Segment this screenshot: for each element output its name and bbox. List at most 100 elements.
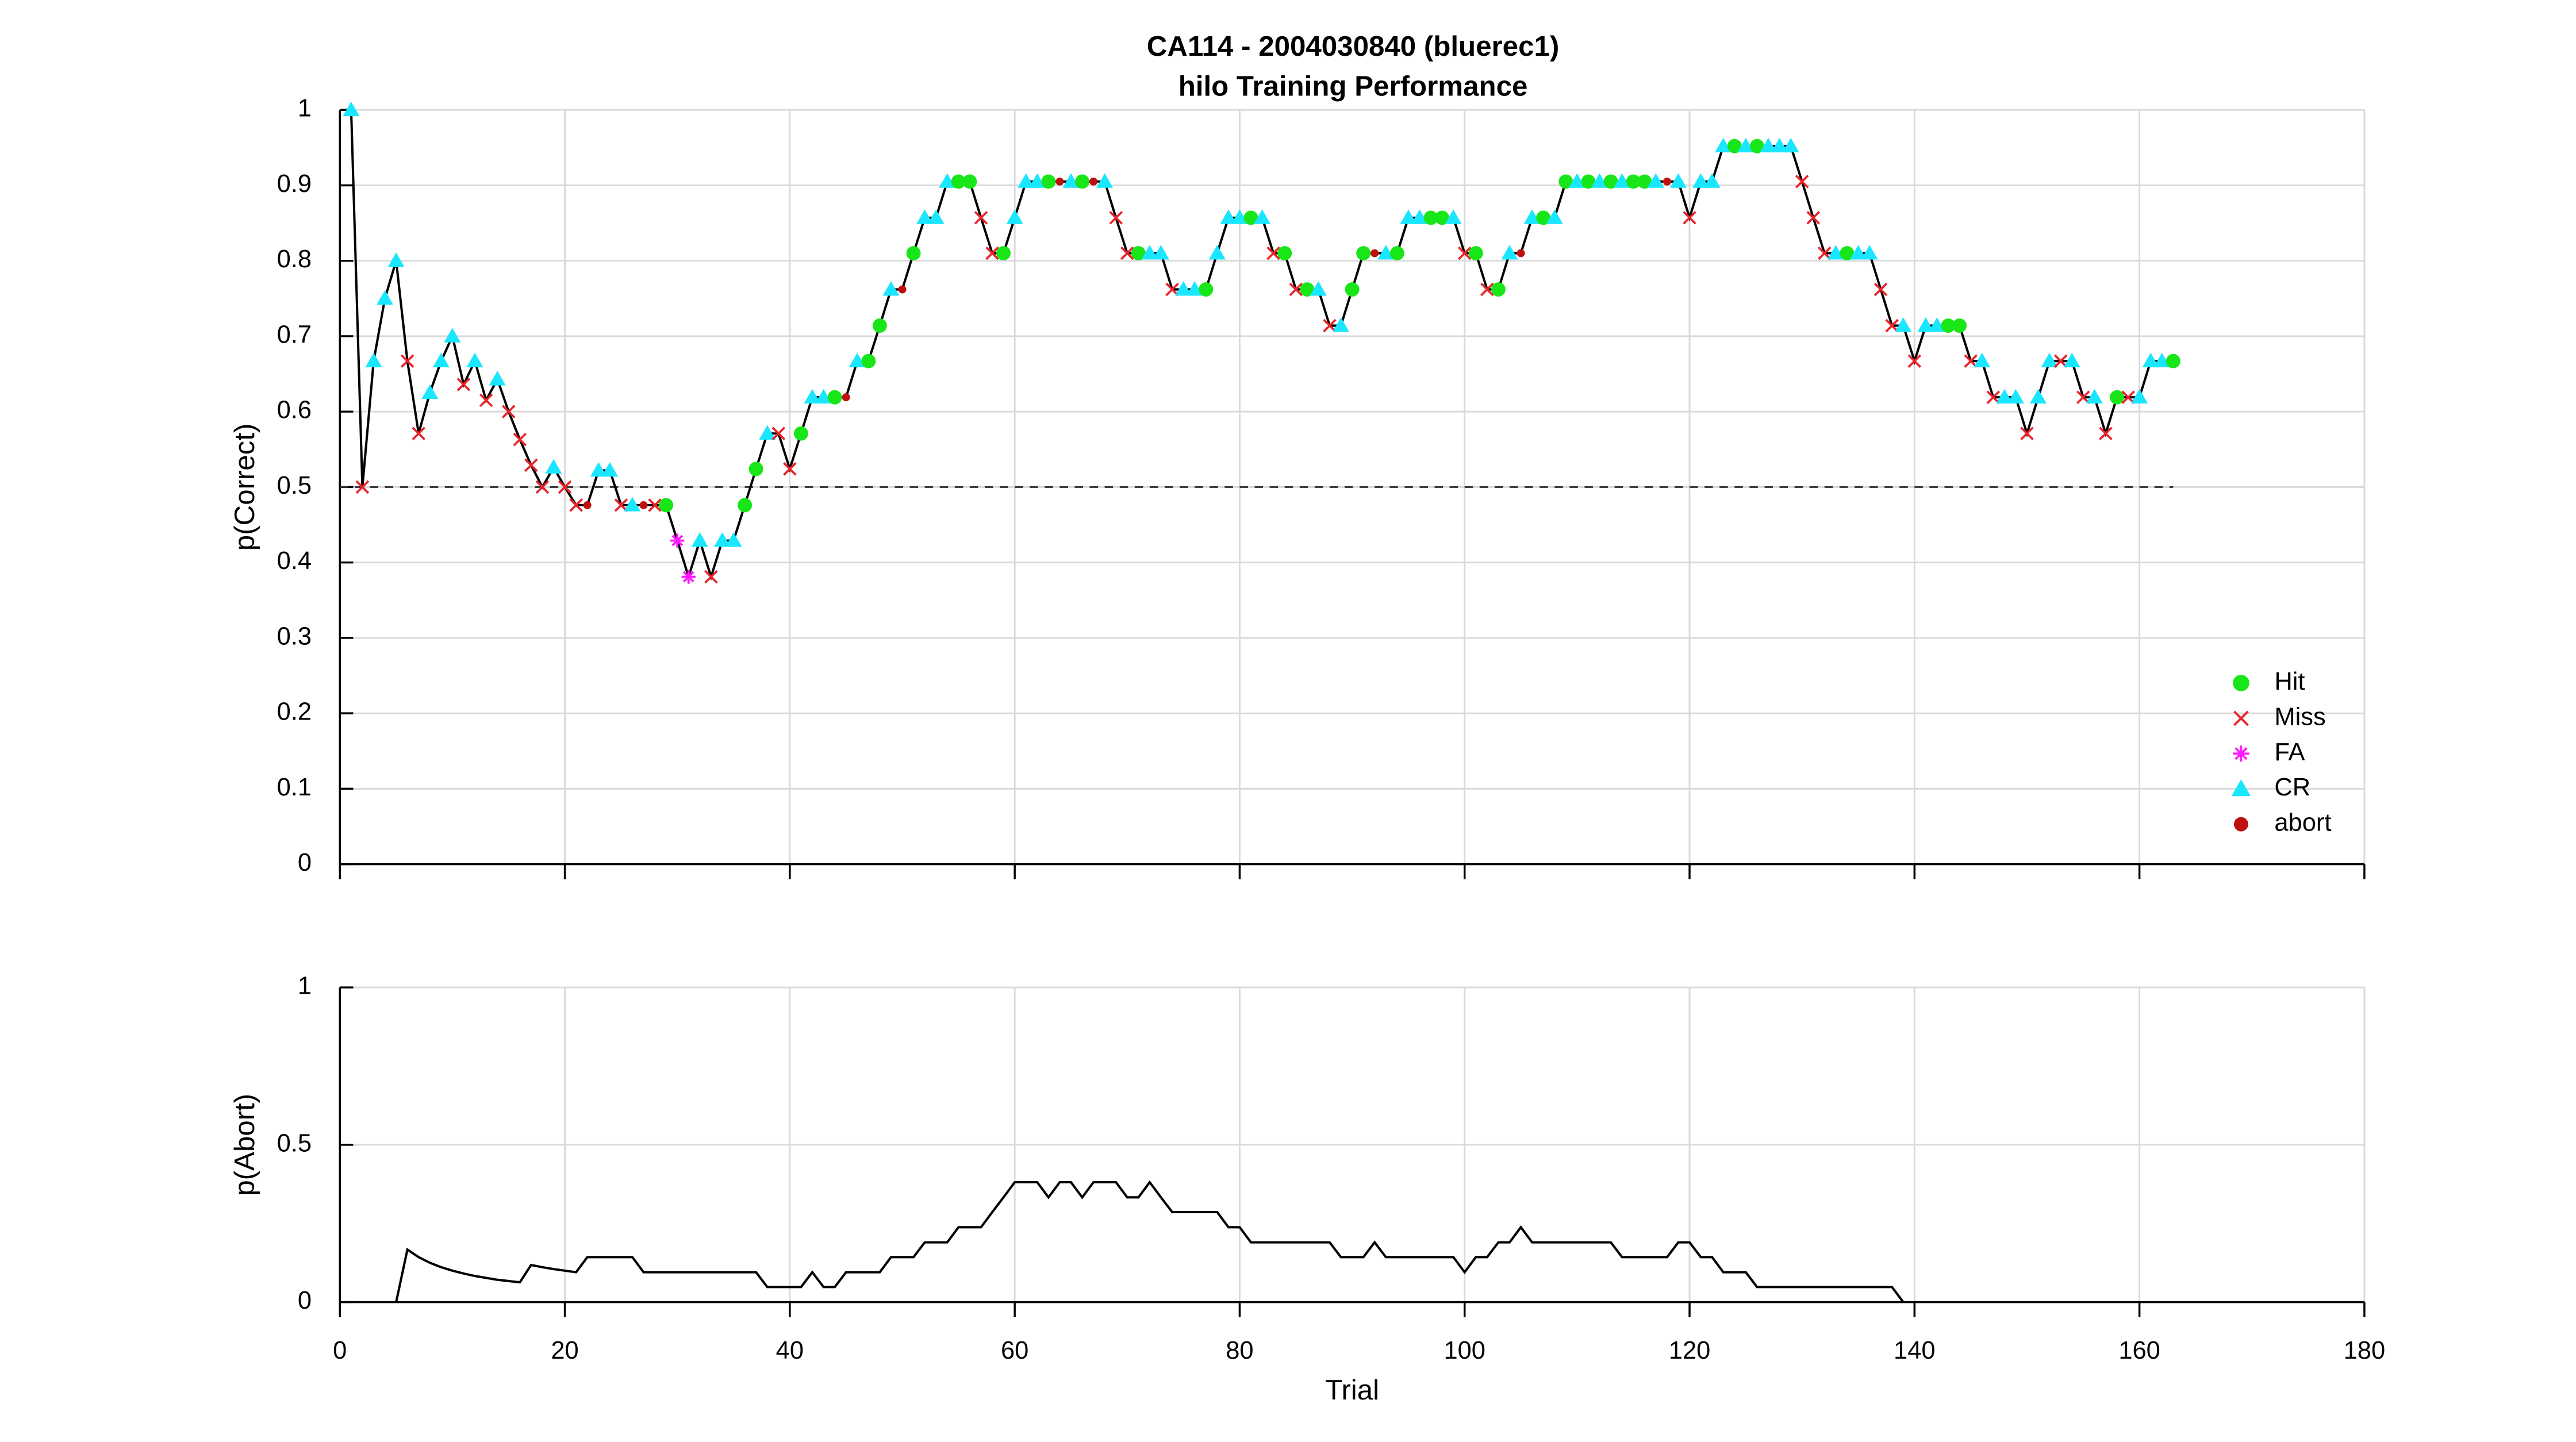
x-tick-label: 0 — [333, 1337, 347, 1364]
marker-fa — [681, 570, 696, 584]
marker-abort — [842, 393, 850, 402]
marker-cr — [1703, 173, 1721, 188]
marker-cr — [1692, 173, 1710, 188]
marker-cr — [1996, 389, 2013, 404]
marker-hit — [1243, 210, 1258, 225]
marker-cr — [1850, 245, 1867, 260]
marker-abort — [639, 501, 648, 509]
marker-cr — [713, 532, 731, 547]
marker-cr — [849, 352, 866, 368]
marker-miss — [1323, 318, 1337, 333]
marker-cr — [365, 352, 382, 368]
marker-hit — [861, 353, 876, 368]
marker-cr — [1614, 173, 1631, 188]
y-axis-label: p(Correct) — [229, 424, 260, 551]
marker-hit — [1727, 139, 1742, 153]
marker-miss — [479, 393, 493, 407]
marker-miss — [558, 480, 572, 494]
marker-cr — [432, 352, 450, 368]
marker-cr — [939, 173, 956, 188]
marker-hit — [1637, 174, 1652, 189]
marker-cr — [1974, 352, 1991, 368]
y-tick-label: 0.7 — [277, 321, 312, 348]
marker-miss — [783, 462, 797, 476]
x-tick-label: 40 — [776, 1337, 804, 1364]
marker-cr — [1096, 173, 1114, 188]
y-axis-label: p(Abort) — [229, 1094, 260, 1196]
marker-hit — [827, 390, 842, 405]
marker-cr — [387, 252, 405, 267]
marker-miss — [501, 405, 516, 418]
marker-hit — [951, 174, 966, 189]
x-tick-label: 160 — [2118, 1337, 2160, 1364]
marker-miss — [513, 432, 527, 447]
marker-miss — [1907, 354, 1922, 368]
marker-cr — [590, 462, 607, 477]
marker-hit — [1435, 210, 1450, 225]
marker-hit — [659, 498, 674, 513]
chart-subtitle: hilo Training Performance — [1178, 71, 1528, 102]
marker-hit — [1389, 246, 1404, 261]
marker-hit — [996, 246, 1011, 261]
marker-cr — [2063, 352, 2080, 368]
marker-cr — [882, 281, 900, 296]
marker-cr — [1737, 137, 1755, 153]
marker-miss — [1165, 282, 1179, 297]
marker-miss — [2020, 426, 2034, 441]
marker-cr — [1028, 173, 1046, 188]
legend-marker — [2233, 675, 2249, 691]
marker-hit — [2166, 353, 2180, 368]
marker-cr — [1669, 173, 1687, 188]
marker-miss — [1120, 246, 1134, 260]
marker-cr — [1445, 209, 1462, 224]
marker-hit — [1941, 318, 1956, 333]
marker-cr — [1861, 245, 1878, 260]
marker-hit — [738, 498, 753, 513]
x-tick-label: 180 — [2344, 1337, 2386, 1364]
marker-cr — [691, 532, 708, 547]
marker-cr — [624, 497, 641, 512]
data-line — [395, 1180, 1905, 1303]
marker-cr — [444, 328, 461, 343]
marker-miss — [1874, 282, 1888, 297]
marker-miss — [2121, 390, 2135, 405]
marker-hit — [872, 318, 887, 333]
marker-cr — [377, 290, 394, 305]
legend-marker — [2233, 745, 2249, 762]
legend-label: Hit — [2274, 668, 2305, 695]
marker-cr — [1760, 137, 1777, 153]
marker-miss — [400, 354, 414, 368]
marker-cr — [1827, 245, 1844, 260]
marker-miss — [614, 498, 628, 512]
marker-miss — [1795, 175, 1809, 189]
marker-cr — [1220, 209, 1237, 224]
marker-hit — [906, 246, 921, 261]
marker-cr — [1153, 245, 1169, 260]
marker-cr — [1006, 209, 1023, 224]
marker-miss — [771, 426, 786, 441]
marker-cr — [1175, 281, 1192, 296]
y-tick-label: 0.3 — [277, 622, 312, 650]
marker-cr — [1917, 317, 1934, 332]
marker-hit — [1131, 246, 1146, 261]
marker-cr — [1231, 209, 1248, 224]
legend-marker — [2233, 710, 2249, 726]
marker-hit — [962, 174, 977, 189]
marker-miss — [1457, 246, 1472, 260]
marker-miss — [412, 426, 426, 441]
x-tick-label: 60 — [1001, 1337, 1028, 1364]
marker-cr — [1141, 245, 1158, 260]
marker-hit — [1536, 210, 1551, 225]
marker-hit — [1356, 246, 1371, 261]
marker-abort — [1370, 249, 1379, 257]
marker-cr — [1771, 137, 1788, 153]
x-axis-label: Trial — [1325, 1374, 1379, 1406]
legend-marker — [2233, 817, 2248, 832]
marker-hit — [1749, 139, 1764, 153]
marker-miss — [1289, 282, 1303, 297]
legend-label: Miss — [2274, 703, 2325, 730]
marker-hit — [1468, 246, 1483, 261]
marker-cr — [1782, 137, 1799, 153]
marker-hit — [793, 426, 808, 441]
marker-hit — [1300, 282, 1315, 297]
